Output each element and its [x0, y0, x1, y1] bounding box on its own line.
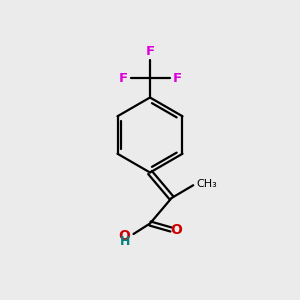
Text: O: O [170, 223, 182, 236]
Text: F: F [118, 71, 127, 85]
Text: F: F [172, 71, 182, 85]
Text: H: H [120, 235, 130, 248]
Text: O: O [118, 229, 130, 242]
Text: F: F [146, 46, 154, 59]
Text: CH₃: CH₃ [197, 179, 218, 189]
